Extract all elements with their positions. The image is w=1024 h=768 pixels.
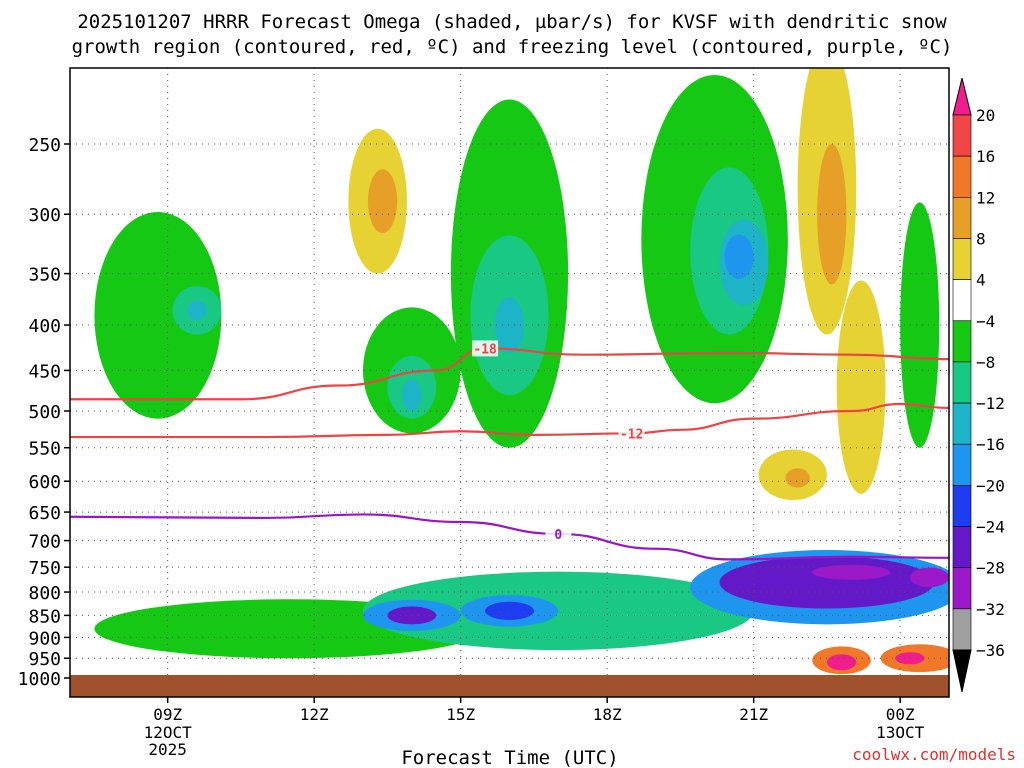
omega-blob-34 bbox=[895, 652, 925, 665]
contour-label-freezing-level: 0 bbox=[554, 528, 562, 543]
colorbar-bin-1 bbox=[952, 155, 972, 198]
chart-title-line1: 2025101207 HRRR Forecast Omega (shaded, … bbox=[77, 11, 947, 33]
omega-blob-4 bbox=[367, 169, 398, 234]
watermark: coolwx.com/models bbox=[852, 745, 1016, 764]
contour-label-bg-freezing-level bbox=[545, 525, 572, 542]
omega-blob-16 bbox=[817, 144, 847, 285]
y-tick-label-500: 500 bbox=[28, 402, 61, 423]
x-tick-label-21Z: 21Z bbox=[739, 705, 768, 724]
x-tick-label-09Z: 09Z bbox=[153, 705, 182, 724]
colorbar-bin-3 bbox=[952, 238, 972, 280]
contour-label-dgz-upper: -18 bbox=[473, 342, 497, 357]
y-tick-label-1000: 1000 bbox=[18, 669, 61, 690]
colorbar-bin-10 bbox=[952, 526, 972, 568]
omega-shading bbox=[94, 68, 949, 675]
colorbar-bin-9 bbox=[952, 485, 972, 527]
colorbar-bottom-triangle bbox=[952, 649, 972, 693]
omega-blob-14 bbox=[724, 234, 754, 280]
y-tick-label-350: 350 bbox=[28, 265, 61, 286]
x-tick-label-00Z: 00Z bbox=[886, 705, 915, 724]
omega-blob-19 bbox=[785, 468, 810, 488]
colorbar-bin-8 bbox=[952, 443, 972, 486]
colorbar-label-6: −8 bbox=[976, 353, 995, 372]
x-tick-label-15Z: 15Z bbox=[446, 705, 475, 724]
colorbar-bin-7 bbox=[952, 402, 972, 445]
colorbar-label-2: 12 bbox=[976, 188, 995, 207]
y-tick-label-900: 900 bbox=[28, 628, 61, 649]
omega-blob-32 bbox=[826, 654, 857, 671]
omega-blob-29 bbox=[812, 564, 891, 580]
y-tick-label-250: 250 bbox=[28, 135, 61, 156]
colorbar-bin-6 bbox=[952, 361, 972, 404]
y-tick-label-700: 700 bbox=[28, 532, 61, 553]
omega-blob-10 bbox=[402, 379, 422, 411]
omega-blob-17 bbox=[836, 280, 886, 494]
omega-blob-20 bbox=[900, 202, 940, 448]
y-tick-label-750: 750 bbox=[28, 558, 61, 579]
x-axis-label: Forecast Time (UTC) bbox=[401, 747, 618, 768]
plot-frame bbox=[69, 67, 950, 698]
x-tick-year-09Z: 2025 bbox=[148, 740, 187, 759]
x-tick-date-09Z: 12OCT bbox=[144, 723, 193, 742]
y-tick-label-400: 400 bbox=[28, 316, 61, 337]
colorbar-bin-12 bbox=[952, 608, 972, 651]
y-tick-label-450: 450 bbox=[28, 361, 61, 382]
grid bbox=[70, 68, 949, 679]
colorbar-bin-0 bbox=[952, 114, 972, 157]
omega-blob-28 bbox=[719, 556, 935, 609]
omega-blob-30 bbox=[909, 567, 949, 588]
chart-title-line2: growth region (contoured, red, ºC) and f… bbox=[72, 36, 953, 58]
colorbar-label-9: −20 bbox=[976, 476, 1005, 495]
y-tick-label-650: 650 bbox=[28, 503, 61, 524]
colorbar-label-10: −24 bbox=[976, 518, 1005, 537]
x-tick-date-00Z: 13OCT bbox=[876, 723, 925, 742]
colorbar-top-triangle bbox=[952, 77, 972, 116]
colorbar-label-4: 4 bbox=[976, 271, 986, 290]
colorbar-label-5: −4 bbox=[976, 312, 995, 331]
colorbar-label-12: −32 bbox=[976, 600, 1005, 619]
x-tick-label-18Z: 18Z bbox=[593, 705, 622, 724]
y-tick-label-600: 600 bbox=[28, 472, 61, 493]
colorbar: 20 16 12 8 4 −4 −8 −12 −16 −20 −24 −28 −32 −36 bbox=[952, 77, 1005, 693]
omega-blob-0 bbox=[94, 211, 222, 419]
ground-strip bbox=[70, 675, 949, 697]
colorbar-label-13: −36 bbox=[976, 641, 1005, 660]
contour-label-bg-dgz-upper bbox=[472, 340, 499, 357]
contour-label-dgz-lower: -12 bbox=[620, 427, 643, 442]
omega-blob-26 bbox=[485, 601, 534, 620]
colorbar-bin-4 bbox=[952, 279, 972, 322]
colorbar-label-7: −12 bbox=[976, 394, 1005, 413]
omega-blob-24 bbox=[387, 606, 437, 625]
colorbar-label-0: 20 bbox=[976, 106, 995, 125]
y-axis: 2503003504004505005506006507007508008509… bbox=[18, 135, 70, 690]
omega-blob-2 bbox=[187, 300, 207, 321]
colorbar-label-1: 16 bbox=[976, 147, 995, 166]
x-tick-label-12Z: 12Z bbox=[300, 705, 329, 724]
contour-freezing-level bbox=[70, 513, 949, 561]
y-tick-label-800: 800 bbox=[28, 583, 61, 604]
colorbar-label-3: 8 bbox=[976, 229, 986, 248]
y-tick-label-850: 850 bbox=[28, 606, 61, 627]
contours: -18 -12 0 bbox=[70, 340, 949, 561]
y-tick-label-550: 550 bbox=[28, 439, 61, 460]
colorbar-bin-2 bbox=[952, 197, 972, 239]
contour-dgz-lower bbox=[70, 402, 949, 439]
colorbar-bin-5 bbox=[952, 320, 972, 363]
colorbar-label-8: −16 bbox=[976, 435, 1005, 454]
y-tick-label-950: 950 bbox=[28, 649, 61, 670]
omega-blob-7 bbox=[494, 297, 525, 353]
y-tick-label-300: 300 bbox=[28, 205, 61, 226]
colorbar-bin-11 bbox=[952, 567, 972, 610]
contour-label-bg-dgz-lower bbox=[618, 425, 645, 442]
colorbar-label-11: −28 bbox=[976, 559, 1005, 578]
